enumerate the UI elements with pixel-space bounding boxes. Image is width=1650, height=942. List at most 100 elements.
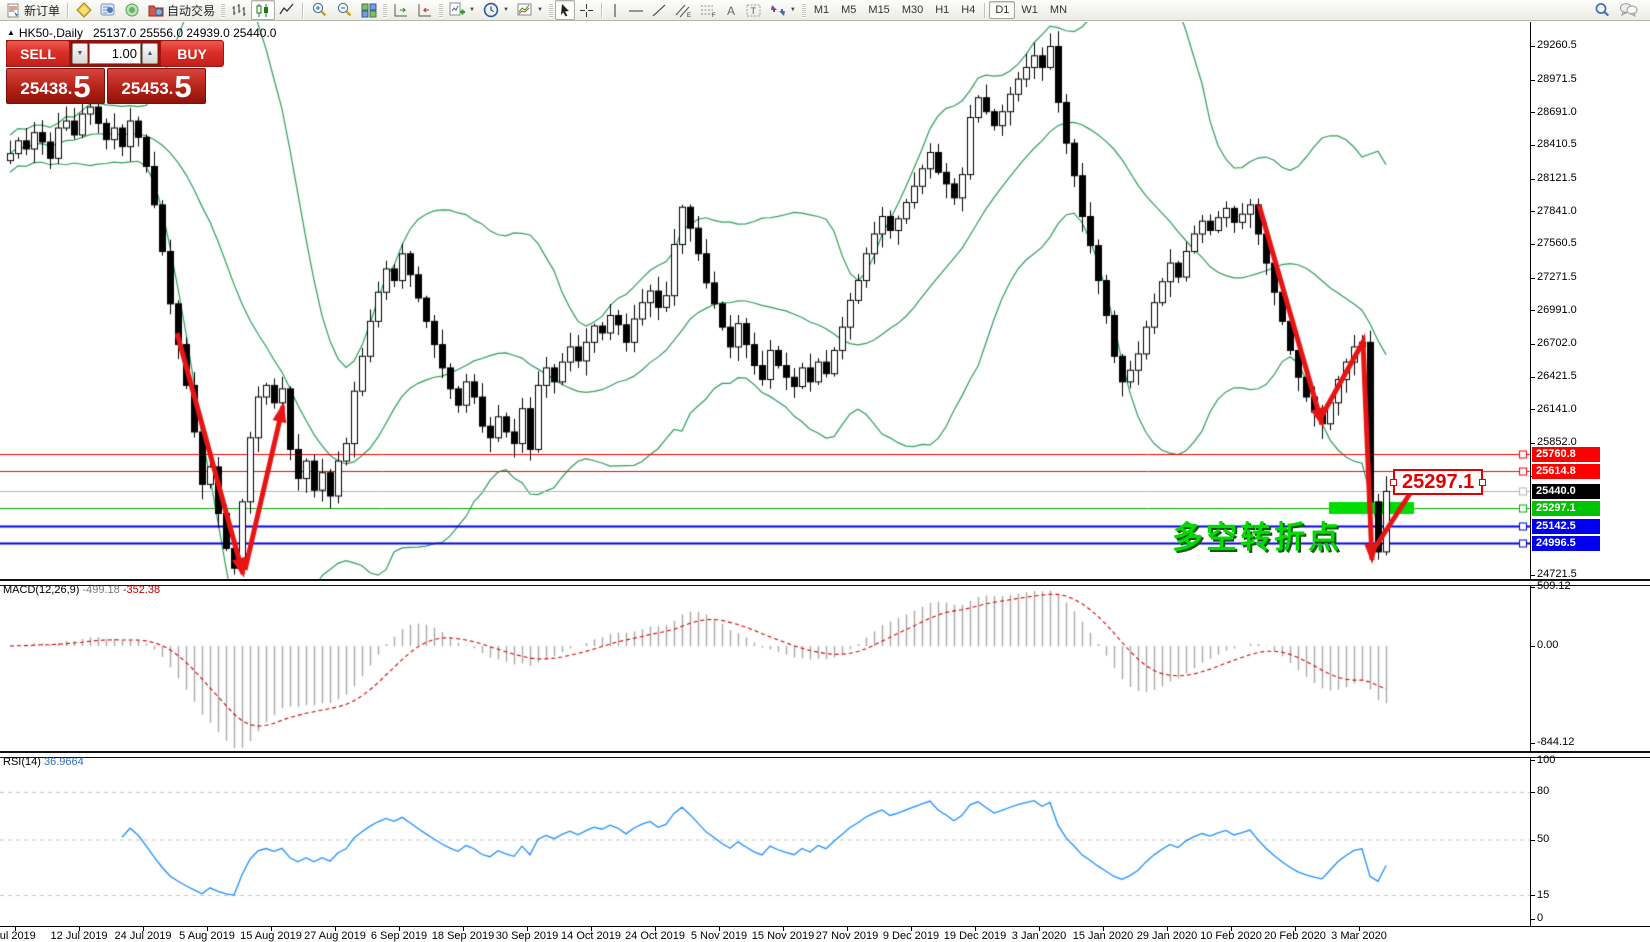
- price-tick-dash: [1530, 144, 1535, 146]
- crosshair-icon: [579, 3, 594, 18]
- label-button[interactable]: T: [742, 0, 766, 20]
- auto-scroll-button[interactable]: [389, 0, 413, 20]
- trendline-icon: [652, 3, 667, 18]
- price-tick-label: 26141.0: [1537, 402, 1577, 415]
- one-click-trading-panel: SELL ▼ ▲ BUY 25438.5 25453.5: [6, 40, 224, 104]
- price-tick-dash: [1530, 409, 1535, 411]
- date-tick: [719, 927, 720, 931]
- buy-button[interactable]: BUY: [160, 40, 224, 67]
- crosshair-button[interactable]: [575, 0, 598, 20]
- price-tick-label: 27841.0: [1537, 204, 1577, 217]
- shapes-button[interactable]: ▼: [766, 0, 800, 20]
- templates-button[interactable]: ▼: [513, 0, 547, 20]
- price-tick-label: 27560.5: [1537, 237, 1577, 250]
- timeframe-button-w1[interactable]: W1: [1021, 4, 1038, 16]
- tile-windows-button[interactable]: [357, 0, 381, 20]
- search-icon[interactable]: [1594, 2, 1611, 18]
- chart-title: ▲ HK50-,Daily 25137.0 25556.0 24939.0 2544…: [7, 26, 276, 40]
- timeframe-button-m5[interactable]: M5: [841, 4, 857, 16]
- date-label: 12 Jul 2019: [50, 930, 108, 942]
- text-button[interactable]: A: [721, 0, 742, 20]
- macd-label: MACD(12,26,9) -499.18 -352.38: [3, 584, 161, 596]
- line-chart-icon: [279, 3, 295, 18]
- fibonacci-button[interactable]: F: [696, 0, 721, 20]
- svg-text:T: T: [750, 6, 756, 16]
- date-label: 3 Mar 2020: [1331, 930, 1387, 942]
- zoom-in-button[interactable]: [307, 0, 332, 20]
- periods-button[interactable]: ▼: [479, 0, 513, 20]
- timeframe-button-m15[interactable]: M15: [868, 4, 890, 16]
- toolbar: 新订单 自动交易: [0, 0, 1650, 21]
- price-tag-25440.0: 25440.0: [1532, 483, 1600, 499]
- trendline-button[interactable]: [648, 0, 671, 20]
- market-watch-icon: [76, 2, 92, 18]
- price-tick-label: 29260.5: [1537, 39, 1577, 52]
- price-tick-label: 28410.5: [1537, 138, 1577, 151]
- line-chart-button[interactable]: [275, 0, 299, 20]
- vertical-line-button[interactable]: [606, 0, 624, 20]
- indicators-button[interactable]: ▼: [445, 0, 479, 20]
- sell-button[interactable]: SELL: [6, 40, 70, 67]
- cursor-button[interactable]: [554, 0, 575, 20]
- window-collapse-icon[interactable]: ▲: [7, 28, 15, 37]
- chart-shift-button[interactable]: [413, 0, 437, 20]
- price-tag-25760.8: 25760.8: [1532, 446, 1600, 462]
- svg-text:F: F: [712, 13, 716, 18]
- price-tick-dash: [1530, 178, 1535, 180]
- timeframe-button-m30[interactable]: M30: [901, 4, 924, 16]
- timeframe-button-h4[interactable]: H4: [961, 4, 976, 16]
- price-tick-label: 24721.5: [1537, 568, 1577, 581]
- svg-text:A: A: [727, 4, 735, 18]
- volume-increase-button[interactable]: ▲: [142, 43, 158, 64]
- date-tick: [15, 927, 16, 931]
- bar-chart-button[interactable]: [227, 0, 251, 20]
- periods-clock-icon: [483, 2, 499, 18]
- date-tick: [1231, 927, 1232, 931]
- volume-input[interactable]: [89, 43, 141, 64]
- date-label: 29 Jan 2020: [1136, 930, 1198, 942]
- date-label: 24 Jul 2019: [114, 930, 172, 942]
- timeframe-button-h1[interactable]: H1: [935, 4, 950, 16]
- new-order-button[interactable]: 新订单: [2, 0, 64, 20]
- new-order-label: 新订单: [24, 3, 61, 18]
- price-tag-25142.5: 25142.5: [1532, 518, 1600, 534]
- price-tick-label: 25852.0: [1537, 436, 1577, 449]
- macd-tick-dash: [1530, 586, 1535, 588]
- buy-price-button[interactable]: 25453. 5: [107, 68, 206, 104]
- price-tick-label: 28691.0: [1537, 105, 1577, 118]
- date-tick: [911, 927, 912, 931]
- pane-separator-macd[interactable]: [0, 579, 1650, 586]
- chart-canvas[interactable]: [0, 22, 1530, 926]
- price-tick-label: 27271.5: [1537, 271, 1577, 284]
- navigator-button[interactable]: [120, 0, 144, 20]
- timeframe-button-m1[interactable]: M1: [813, 4, 830, 16]
- market-watch-button[interactable]: [72, 0, 96, 20]
- indicators-icon: [449, 2, 466, 18]
- date-tick: [335, 927, 336, 931]
- date-tick: [1295, 927, 1296, 931]
- equidistant-channel-button[interactable]: E: [671, 0, 696, 20]
- chat-icon[interactable]: [1619, 2, 1638, 18]
- price-callout-25297[interactable]: 25297.1: [1389, 469, 1487, 495]
- date-tick: [399, 927, 400, 931]
- candlestick-chart-button[interactable]: [251, 0, 276, 20]
- price-tick-dash: [1530, 310, 1535, 312]
- sell-price-button[interactable]: 25438. 5: [6, 68, 105, 104]
- indicators-caret: ▼: [469, 7, 475, 13]
- macd-tick-dash: [1530, 645, 1535, 647]
- autotrading-icon: [148, 2, 164, 18]
- autotrading-button[interactable]: 自动交易: [144, 0, 219, 20]
- horizontal-line-icon: [628, 3, 644, 18]
- horizontal-line-button[interactable]: [624, 0, 648, 20]
- date-tick: [591, 927, 592, 931]
- zoom-out-button[interactable]: [332, 0, 357, 20]
- volume-decrease-button[interactable]: ▼: [72, 43, 88, 64]
- timeframe-button-mn[interactable]: MN: [1049, 4, 1068, 16]
- pane-separator-rsi[interactable]: [0, 751, 1650, 758]
- price-tick-dash: [1530, 112, 1535, 114]
- bull-bear-turning-point-annotation[interactable]: 多空转折点: [1172, 520, 1342, 555]
- data-window-button[interactable]: [96, 0, 120, 20]
- rsi-tick-dash: [1530, 839, 1535, 841]
- timeframe-button-d1[interactable]: D1: [989, 1, 1016, 19]
